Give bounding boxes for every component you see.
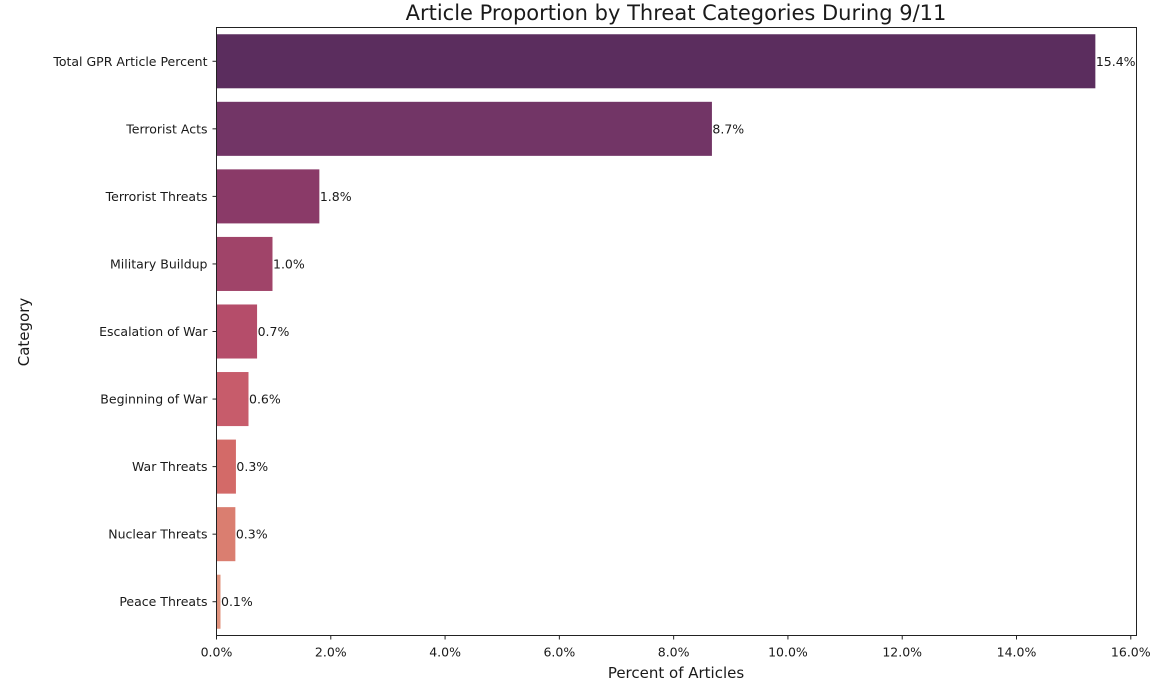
bar-beginning-of-war [216, 372, 249, 427]
x-tick-label: 0.0% [201, 645, 233, 660]
bar-peace-threats [216, 574, 221, 629]
bar-escalation-of-war [216, 304, 258, 359]
bars-group [216, 34, 1096, 629]
x-tick-label: 12.0% [882, 645, 922, 660]
data-label: 1.0% [273, 256, 305, 271]
y-tick-label: Peace Threats [119, 594, 207, 609]
bar-terrorist-threats [216, 169, 320, 224]
x-tick-label: 16.0% [1111, 645, 1151, 660]
data-label: 15.4% [1096, 54, 1136, 69]
y-tick-label: Beginning of War [100, 392, 208, 407]
y-tick-label: War Threats [132, 459, 208, 474]
x-tick-label: 14.0% [997, 645, 1037, 660]
y-tick-label: Terrorist Acts [125, 121, 207, 136]
chart-title: Article Proportion by Threat Categories … [406, 1, 947, 25]
y-axis-label: Category [15, 298, 33, 367]
y-tick-label: Terrorist Threats [105, 189, 208, 204]
x-tick-label: 4.0% [429, 645, 461, 660]
data-label: 0.1% [221, 594, 253, 609]
x-tick-label: 10.0% [768, 645, 808, 660]
x-tick-group: 0.0% 2.0% 4.0% 6.0% 8.0% 10.0% 12.0% 14.0% 16.0% [201, 635, 1151, 660]
x-tick-label: 8.0% [658, 645, 690, 660]
data-label: 8.7% [712, 121, 744, 136]
bar-war-threats [216, 439, 236, 494]
y-tick-group: Total GPR Article Percent Terrorist Acts T… [52, 54, 217, 609]
data-labels-group: 15.4% 8.7% 1.8% 1.0% 0.7% 0.6% 0.3% 0.3% 0.1% [221, 54, 1136, 609]
data-label: 0.3% [236, 527, 268, 542]
data-label: 0.6% [249, 392, 281, 407]
x-tick-label: 6.0% [543, 645, 575, 660]
y-tick-label: Total GPR Article Percent [52, 54, 207, 69]
bar-nuclear-threats [216, 507, 236, 562]
y-tick-label: Military Buildup [110, 256, 208, 271]
data-label: 0.7% [258, 324, 290, 339]
bar-military-buildup [216, 236, 273, 291]
plot-frame [216, 27, 1137, 636]
y-tick-label: Nuclear Threats [108, 527, 207, 542]
bar-terrorist-acts [216, 101, 712, 156]
x-axis-label: Percent of Articles [608, 664, 745, 682]
bar-total-gpr-article-percent [216, 34, 1096, 89]
y-tick-label: Escalation of War [99, 324, 208, 339]
x-tick-label: 2.0% [315, 645, 347, 660]
data-label: 1.8% [320, 189, 352, 204]
data-label: 0.3% [236, 459, 268, 474]
